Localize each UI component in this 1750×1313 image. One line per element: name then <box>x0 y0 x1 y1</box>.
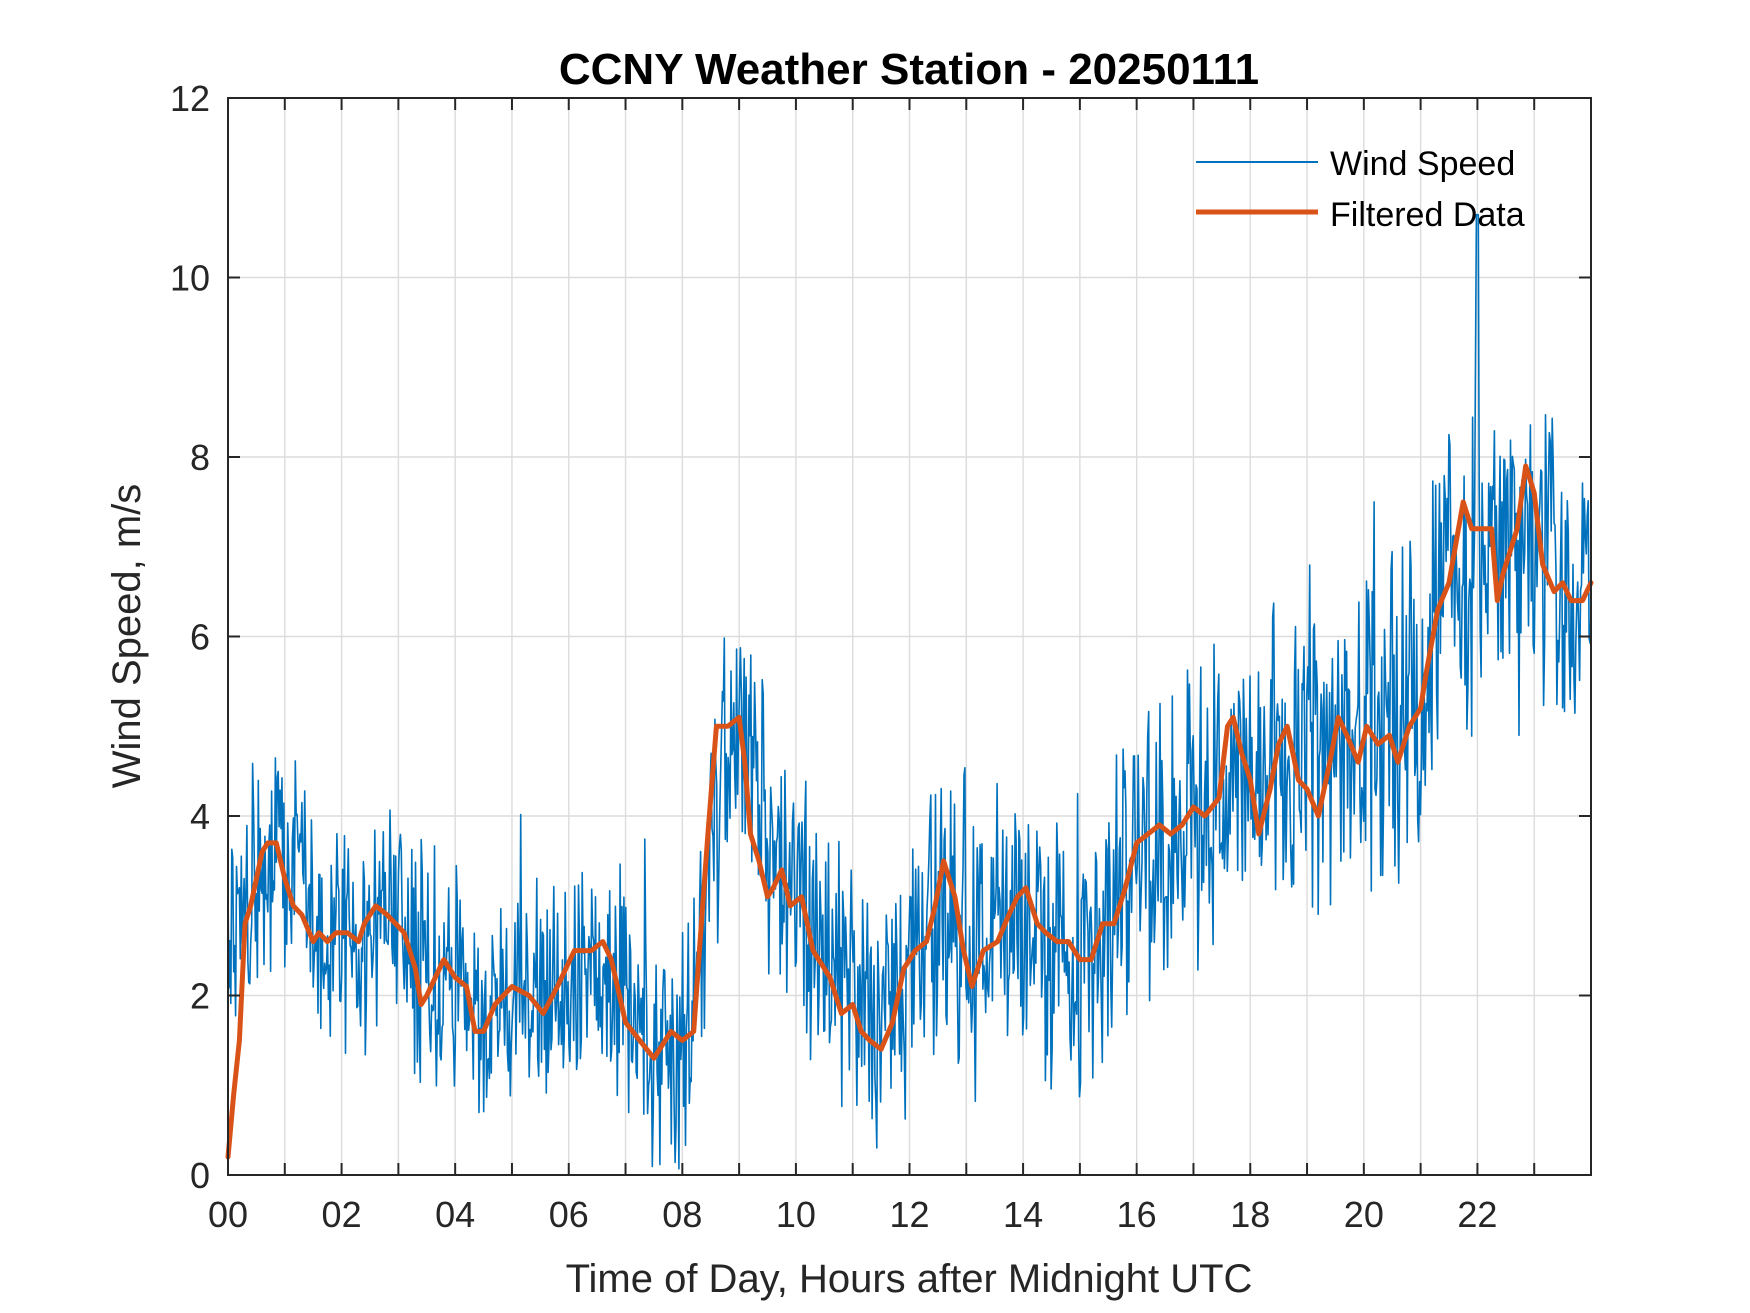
y-tick-label: 6 <box>190 617 210 658</box>
y-axis-label: Wind Speed, m/s <box>105 484 149 789</box>
x-tick-label: 18 <box>1230 1194 1270 1235</box>
y-tick-label: 4 <box>190 796 210 837</box>
y-tick-label: 10 <box>170 258 210 299</box>
legend-wind-speed-label: Wind Speed <box>1330 145 1515 183</box>
x-tick-label: 00 <box>208 1194 248 1235</box>
y-tick-label: 2 <box>190 976 210 1017</box>
grid <box>228 98 1591 1175</box>
y-tick-label: 12 <box>170 78 210 119</box>
x-tick-label: 22 <box>1457 1194 1497 1235</box>
wind-speed-line <box>227 213 1592 1170</box>
legend-filtered-data-label: Filtered Data <box>1330 196 1525 234</box>
filtered-data-series <box>225 463 1594 1160</box>
x-tick-label: 20 <box>1344 1194 1384 1235</box>
x-tick-label: 02 <box>322 1194 362 1235</box>
x-tick-label: 12 <box>889 1194 929 1235</box>
chart-title: CCNY Weather Station - 20250111 <box>559 45 1259 94</box>
y-tick-label: 8 <box>190 437 210 478</box>
x-tick-label: 10 <box>776 1194 816 1235</box>
x-tick-label: 08 <box>662 1194 702 1235</box>
x-tick-label: 04 <box>435 1194 475 1235</box>
x-tick-label: 06 <box>549 1194 589 1235</box>
y-tick-label: 0 <box>190 1155 210 1196</box>
legend: Wind Speed Filtered Data <box>1196 145 1525 234</box>
x-tick-label: 14 <box>1003 1194 1043 1235</box>
wind-speed-series <box>227 213 1592 1170</box>
x-tick-label: 16 <box>1117 1194 1157 1235</box>
x-axis-label: Time of Day, Hours after Midnight UTC <box>566 1257 1253 1301</box>
filtered-data-line <box>225 463 1594 1160</box>
